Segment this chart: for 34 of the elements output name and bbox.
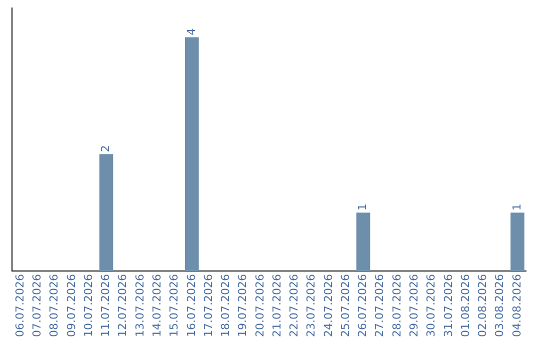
data-label: 4: [184, 28, 198, 36]
x-tick-label: 13.07.2026: [133, 274, 146, 338]
data-label: 1: [356, 204, 370, 211]
x-tick-label: 09.07.2026: [64, 274, 78, 338]
x-tick-label: 25.07.2026: [338, 274, 352, 338]
x-tick-label: 07.07.2026: [30, 274, 44, 338]
x-tick-label: 15.07.2026: [168, 274, 181, 338]
x-tick-label: 28.07.2026: [390, 274, 404, 338]
x-tick-label: 10.07.2026: [82, 274, 95, 338]
x-tick-label: 03.08.2026: [493, 274, 506, 338]
x-tick-label: 21.07.2026: [270, 274, 284, 338]
x-tick-label: 02.08.2026: [476, 274, 490, 338]
x-tick-label: 14.07.2026: [150, 274, 164, 338]
x-tick-label: 30.07.2026: [424, 274, 438, 338]
x-tick-label: 16.07.2026: [184, 274, 198, 338]
x-tick-label: 12.07.2026: [116, 274, 130, 338]
data-label: 2: [99, 145, 112, 152]
x-tick-label: 23.07.2026: [304, 274, 318, 338]
x-tick-label: 26.07.2026: [356, 274, 370, 338]
x-tick-label: 04.08.2026: [510, 274, 524, 338]
x-tick-label: 20.07.2026: [253, 274, 266, 338]
x-tick-label: 27.07.2026: [373, 274, 386, 338]
x-tick-label: 19.07.2026: [236, 274, 250, 338]
x-tick-label: 22.07.2026: [288, 274, 301, 338]
x-tick-label: 17.07.2026: [202, 274, 215, 338]
x-tick-label: 11.07.2026: [99, 274, 112, 338]
x-tick-label: 24.07.2026: [322, 274, 335, 338]
x-tick-label: 08.07.2026: [48, 274, 61, 338]
x-tick-label: 31.07.2026: [442, 274, 455, 338]
x-tick-label: 06.07.2026: [13, 274, 26, 338]
data-label: 1: [510, 204, 524, 211]
x-tick-label: 29.07.2026: [407, 274, 420, 338]
x-tick-label: 18.07.2026: [219, 274, 232, 338]
x-tick-label: 01.08.2026: [458, 274, 472, 338]
